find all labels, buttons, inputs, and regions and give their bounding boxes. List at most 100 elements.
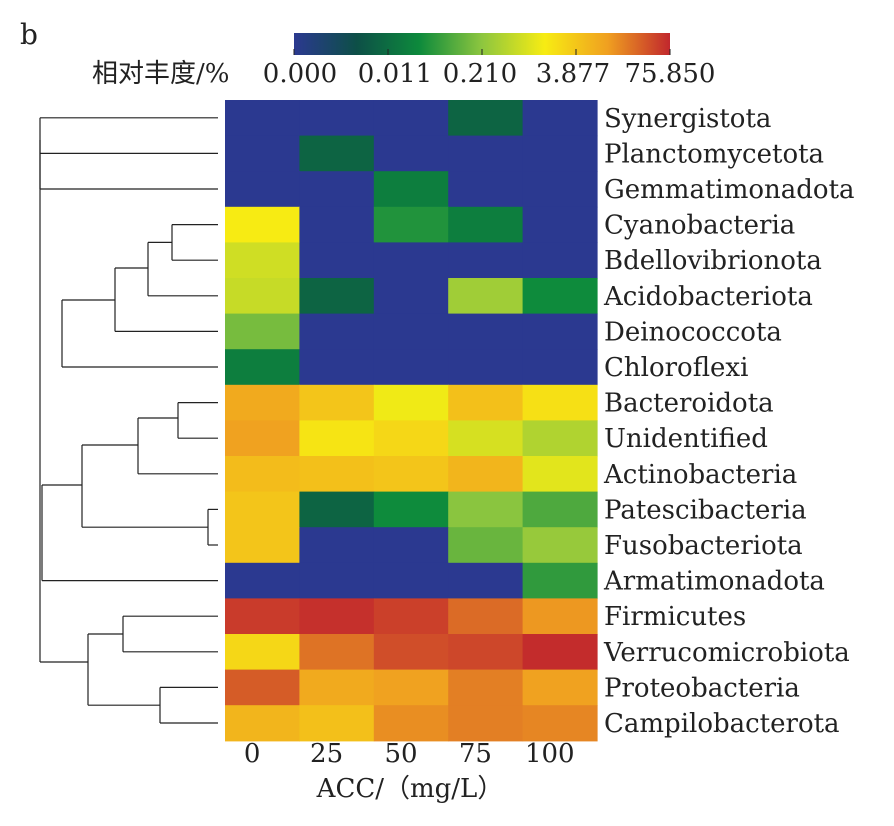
heatmap-cell — [299, 456, 375, 493]
heatmap-cell — [299, 705, 375, 742]
heatmap-cells — [225, 100, 598, 742]
heatmap-cell — [225, 242, 300, 279]
heatmap-cell — [225, 705, 300, 742]
heatmap-cell — [448, 420, 524, 457]
heatmap-cell — [522, 313, 598, 350]
row-label: Armatimonadota — [603, 567, 825, 597]
heatmap-cell — [225, 598, 300, 635]
heatmap-cell — [448, 527, 524, 564]
heatmap-cell — [522, 456, 598, 493]
heatmap-cell — [448, 171, 524, 208]
heatmap-cell — [299, 527, 375, 564]
heatmap-cell — [522, 705, 598, 742]
row-label: Unidentified — [604, 424, 768, 454]
heatmap-cell — [373, 562, 449, 599]
heatmap-cell — [522, 420, 598, 457]
heatmap-cell — [299, 135, 375, 172]
heatmap-cell — [299, 206, 375, 243]
heatmap-cell — [373, 171, 449, 208]
x-tick-label: 75 — [459, 739, 492, 769]
heatmap-cell — [448, 669, 524, 706]
heatmap-cell — [225, 634, 300, 671]
heatmap-cell — [448, 456, 524, 493]
heatmap-cell — [448, 278, 524, 315]
heatmap-cell — [448, 705, 524, 742]
heatmap-cell — [373, 598, 449, 635]
x-tick-labels: 0 25 50 75 100 — [244, 739, 575, 769]
heatmap-cell — [225, 349, 300, 386]
row-label: Actinobacteria — [603, 460, 797, 490]
colorbar-tick-label: 75.850 — [625, 59, 716, 89]
heatmap-cell — [225, 313, 300, 350]
heatmap-cell — [373, 100, 449, 137]
heatmap-cell — [522, 491, 598, 528]
heatmap-cell — [373, 135, 449, 172]
heatmap-cell — [373, 634, 449, 671]
heatmap-cell — [299, 562, 375, 599]
heatmap-cell — [448, 598, 524, 635]
colorbar-title: 相对丰度/% — [92, 59, 229, 89]
heatmap-cell — [448, 242, 524, 279]
x-tick-label: 100 — [525, 739, 575, 769]
x-tick-label: 50 — [384, 739, 417, 769]
row-label: Cyanobacteria — [604, 211, 795, 241]
heatmap-cell — [522, 278, 598, 315]
heatmap-cell — [448, 206, 524, 243]
row-label: Chloroflexi — [604, 353, 748, 383]
row-label: Synergistota — [604, 104, 771, 134]
heatmap-cell — [522, 669, 598, 706]
heatmap-cell — [373, 705, 449, 742]
heatmap-cell — [448, 562, 524, 599]
heatmap-cell — [299, 384, 375, 421]
heatmap-cell — [522, 171, 598, 208]
heatmap-cell — [373, 420, 449, 457]
heatmap-cell — [522, 527, 598, 564]
row-label: Firmicutes — [604, 602, 746, 632]
heatmap-cell — [299, 313, 375, 350]
heatmap-cell — [373, 313, 449, 350]
heatmap-cell — [522, 135, 598, 172]
row-label: Bacteroidota — [604, 389, 774, 419]
heatmap-cell — [373, 456, 449, 493]
row-label: Patescibacteria — [604, 495, 807, 525]
heatmap-cell — [225, 527, 300, 564]
row-label: Acidobacteriota — [603, 282, 813, 312]
heatmap-cell — [299, 420, 375, 457]
heatmap-cell — [522, 206, 598, 243]
heatmap-cell — [299, 634, 375, 671]
heatmap-cell — [299, 100, 375, 137]
heatmap-cell — [448, 634, 524, 671]
heatmap-cell — [299, 278, 375, 315]
heatmap-cell — [225, 491, 300, 528]
x-axis-label: ACC/（mg/L） — [316, 774, 504, 804]
heatmap-cell — [522, 100, 598, 137]
heatmap-cell — [225, 100, 300, 137]
heatmap-cell — [299, 242, 375, 279]
heatmap-cell — [225, 562, 300, 599]
heatmap-cell — [448, 491, 524, 528]
heatmap-cell — [225, 456, 300, 493]
heatmap-cell — [299, 491, 375, 528]
colorbar-tick-label: 0.210 — [443, 59, 517, 89]
heatmap-cell — [522, 598, 598, 635]
heatmap-cell — [448, 135, 524, 172]
row-label: Fusobacteriota — [604, 531, 803, 561]
heatmap-cell — [299, 598, 375, 635]
heatmap-cell — [225, 278, 300, 315]
heatmap-cell — [522, 562, 598, 599]
row-label: Gemmatimonadota — [604, 175, 855, 205]
colorbar-tick-label: 3.877 — [536, 59, 610, 89]
heatmap-cell — [373, 491, 449, 528]
colorbar-ticks — [293, 49, 671, 55]
heatmap-cell — [522, 384, 598, 421]
heatmap-cell — [373, 349, 449, 386]
row-label: Campilobacterota — [604, 709, 840, 739]
heatmap-cell — [522, 349, 598, 386]
x-tick-label: 25 — [310, 739, 343, 769]
colorbar-tick-label: 0.000 — [263, 59, 337, 89]
heatmap-cell — [373, 278, 449, 315]
heatmap-cell — [299, 171, 375, 208]
panel-label: b — [20, 18, 38, 51]
row-label: Planctomycetota — [604, 139, 824, 169]
colorbar-tick-label: 0.011 — [358, 59, 432, 89]
